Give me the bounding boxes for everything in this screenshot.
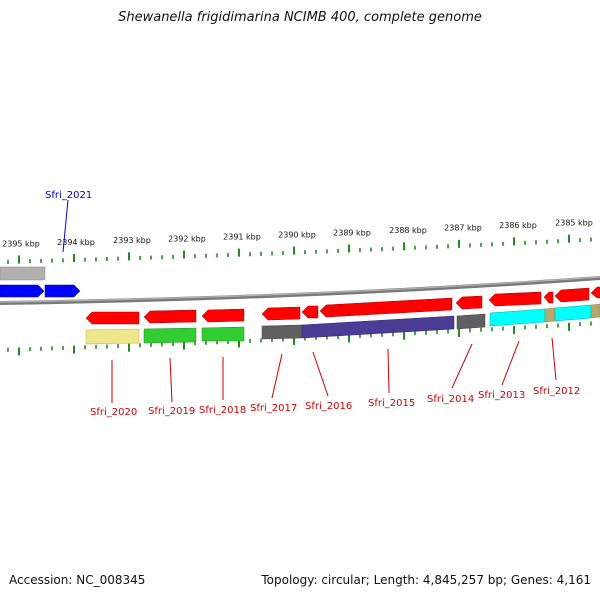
feature-green-1 [143,327,197,344]
gene-arrow-sfri-2018[interactable] [201,308,245,323]
gene-arrows [85,286,600,325]
gene-arrow-sfri-2020[interactable] [85,311,140,325]
leader-sfri-2013 [501,340,520,386]
feature-khaki [85,328,140,345]
feature-dark-gray [261,324,303,340]
feature-dark-gray-2 [456,313,486,330]
leader-sfri-2015 [387,348,390,394]
ruler-label: 2391 kbp [223,233,261,242]
feature-gray-upper [0,266,46,281]
gene-arrow-sfri-2012[interactable] [554,287,590,303]
gene-label-layer: Sfri_2020 Sfri_2019 Sfri_2018 Sfri_2017 … [90,337,580,418]
label-sfri-2015: Sfri_2015 [368,398,415,409]
feature-cyan-2 [554,304,592,322]
label-sfri-2020: Sfri_2020 [90,407,137,418]
ruler-label: 2394 kbp [57,238,95,247]
label-sfri-2013: Sfri_2013 [478,390,525,401]
feature-olive-2 [590,303,600,319]
feature-cyan-1 [489,308,546,327]
sfri-2021-leader [62,199,69,253]
ruler-label: 2388 kbp [389,226,427,235]
leader-sfri-2016 [312,351,329,397]
gene-arrow-sfri-2019[interactable] [143,309,197,324]
ruler-label: 2390 kbp [278,231,316,240]
gene-arrow-sfri-2016[interactable] [301,305,319,319]
feature-navy [301,315,455,339]
ruler-label: 2392 kbp [168,234,206,243]
gene-arrow-sfri-2021-b[interactable] [44,284,81,298]
gene-arrow-edge[interactable] [590,286,600,299]
gene-arrow-sfri-2017[interactable] [261,306,301,321]
page-title: Shewanella frigidimarina NCIMB 400, comp… [118,10,482,25]
gene-arrow-sfri-2021-a[interactable] [0,284,45,298]
label-sfri-2019: Sfri_2019 [148,406,195,417]
ruler-label: 2389 kbp [333,228,371,237]
feature-track [85,303,600,345]
feature-green-2 [201,326,245,342]
label-sfri-2017: Sfri_2017 [250,403,297,414]
label-sfri-2021: Sfri_2021 [45,190,92,201]
accession-text: Accession: NC_008345 [9,573,146,587]
ruler-label: 2387 kbp [444,224,482,233]
feature-olive [544,307,556,323]
label-sfri-2012: Sfri_2012 [533,386,580,397]
ruler-label: 2395 kbp [2,239,40,248]
leader-sfri-2012 [551,337,557,381]
label-sfri-2014: Sfri_2014 [427,394,474,405]
ruler-label: 2393 kbp [113,236,151,245]
gene-arrow-sfri-2015[interactable] [319,297,453,318]
outer-tick-ring [7,234,592,264]
genome-backbone-highlight [0,276,600,303]
leader-sfri-2017 [271,353,283,399]
gene-arrow-sfri-2014[interactable] [455,295,483,310]
label-sfri-2018: Sfri_2018 [199,405,246,416]
label-sfri-2016: Sfri_2016 [305,401,352,412]
genome-backbone [0,276,600,305]
gene-arrow-small[interactable] [543,291,554,304]
ruler-label: 2386 kbp [499,221,537,230]
leader-sfri-2019 [169,357,173,403]
ruler-labels: 2395 kbp 2394 kbp 2393 kbp 2392 kbp 2391 kbp… [2,218,593,248]
gene-arrow-sfri-2013[interactable] [488,291,542,307]
leader-sfri-2014 [451,343,473,389]
ruler-label: 2385 kbp [555,218,593,227]
genome-summary-text: Topology: circular; Length: 4,845,257 bp… [261,573,591,587]
